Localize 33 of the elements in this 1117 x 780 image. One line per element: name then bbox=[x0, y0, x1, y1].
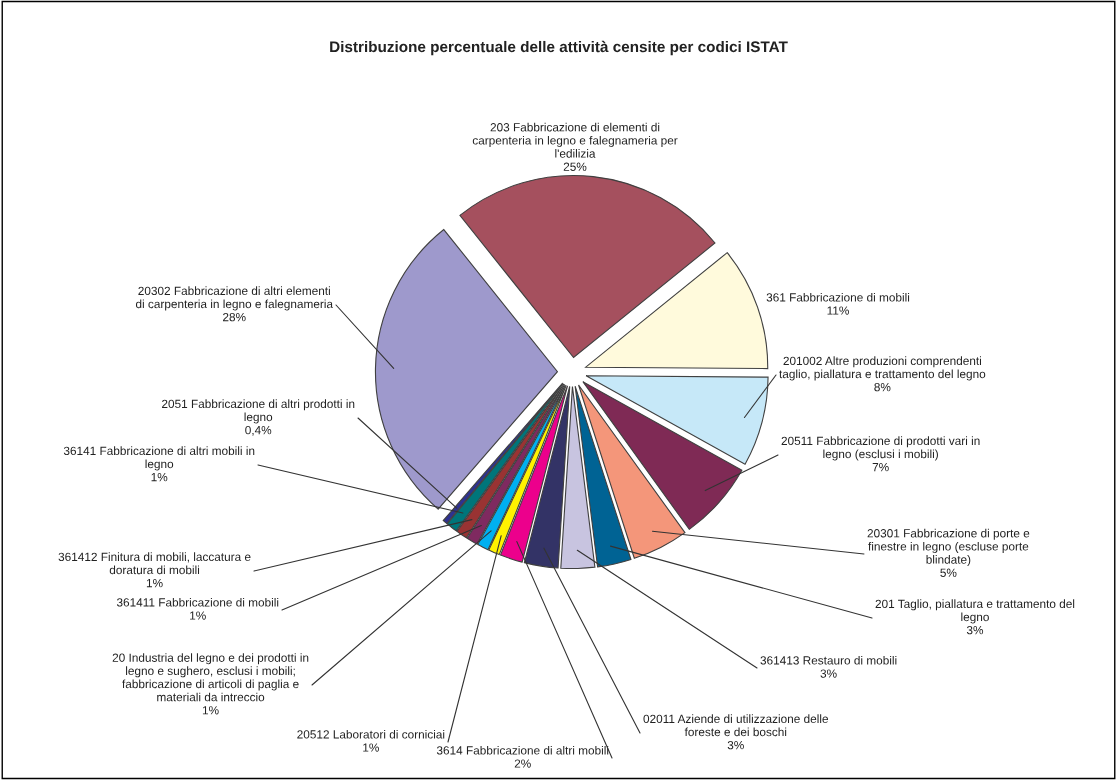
data-label: 11% bbox=[827, 306, 849, 315]
chart-title: Distribuzione percentuale delle attività censite per codici ISTAT bbox=[330, 40, 788, 56]
data-label: 3% bbox=[966, 625, 984, 635]
data-label: 1% bbox=[151, 473, 168, 482]
slice-label: 20 Industria del legno e dei prodotti in legno e sughero, esclusi i mobili; fabbricazione di articoli di paglia e materiali da intreccio bbox=[112, 653, 309, 702]
data-label: 8% bbox=[874, 382, 891, 392]
slice-label: 203 Fabbricazione di elementi di carpenteria in legno e falegnameria per l'edilizia bbox=[472, 122, 678, 158]
data-label: 5% bbox=[940, 568, 957, 577]
slice-label: 361412 Finitura di mobili, laccatura e doratura di mobili bbox=[58, 552, 251, 575]
slice-label: 361411 Fabbricazione di mobili bbox=[116, 597, 279, 607]
slice-label: 02011 Aziende di utilizzazione delle foreste e dei boschi bbox=[643, 714, 829, 737]
slice-label: 20302 Fabbricazione di altri elementi di carpenteria in legno e falegnameria bbox=[135, 286, 334, 311]
slice-label: 201 Taglio, piallatura e trattamento del legno bbox=[875, 599, 1075, 624]
data-label: 1% bbox=[363, 743, 379, 752]
data-label: 0,4% bbox=[245, 425, 272, 436]
slice-label: 20512 Laboratori di corniciai bbox=[297, 729, 445, 739]
data-label: 2% bbox=[514, 759, 531, 768]
slice-label: 201002 Altre produzioni comprendenti taglio, piallatura e trattamento del legno bbox=[779, 356, 986, 381]
slice-label: 361 Fabbricazione di mobili bbox=[766, 292, 910, 302]
data-label: 1% bbox=[146, 579, 163, 588]
slice-label: 20511 Fabbricazione di prodotti vari in legno (esclusi i mobili) bbox=[781, 436, 980, 461]
data-label: 28% bbox=[223, 312, 246, 322]
slice-label: 36141 Fabbricazione di altri mobili in legno bbox=[63, 446, 255, 471]
slice-label: 361413 Restauro di mobili bbox=[760, 655, 897, 665]
data-label: 1% bbox=[202, 706, 219, 715]
slice-label: 20301 Fabbricazione di porte e finestre in legno (escluse porte blindate) bbox=[867, 528, 1030, 567]
data-label: 25% bbox=[563, 162, 587, 171]
slice-label: 3614 Fabbricazione di altri mobili bbox=[436, 745, 609, 755]
data-label: 7% bbox=[872, 463, 889, 472]
slice-label: 2051 Fabbricazione di altri prodotti in legno bbox=[162, 399, 355, 424]
data-label: 1% bbox=[190, 611, 206, 620]
data-label: 3% bbox=[727, 740, 744, 750]
data-label: 3% bbox=[820, 669, 837, 678]
